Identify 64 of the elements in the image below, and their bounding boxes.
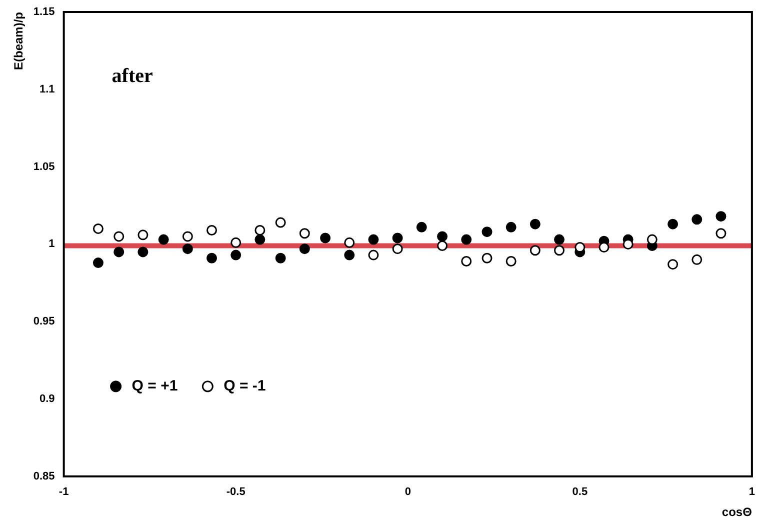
point — [92, 258, 104, 268]
point — [182, 231, 193, 242]
point — [668, 259, 678, 270]
point — [344, 250, 355, 260]
x-tick-label: -1 — [58, 486, 69, 498]
point — [114, 231, 124, 242]
y-tick-label: 0.9 — [40, 393, 55, 406]
legend-label: Q = -1 — [224, 378, 266, 395]
point — [692, 254, 702, 265]
point — [416, 222, 427, 232]
point — [275, 217, 286, 228]
point — [716, 228, 726, 239]
point — [482, 252, 492, 264]
point — [158, 234, 169, 245]
x-axis-title: cosΘ — [722, 505, 752, 520]
point — [437, 240, 448, 251]
point — [254, 225, 266, 236]
point — [299, 228, 310, 239]
point — [482, 226, 492, 238]
point — [114, 246, 124, 258]
point — [506, 222, 516, 232]
y-tick-label: 1 — [48, 238, 55, 250]
point — [230, 250, 242, 260]
point — [368, 250, 379, 260]
point — [299, 244, 310, 254]
y-tick-label: 1.05 — [33, 160, 55, 173]
point — [392, 232, 403, 244]
point — [692, 214, 702, 225]
point — [368, 234, 379, 245]
point — [138, 246, 148, 258]
point — [92, 223, 104, 234]
y-axis-title: E(beam)/p — [12, 12, 26, 70]
y-tick-label: 1.15 — [33, 6, 55, 18]
point — [275, 252, 286, 264]
point — [530, 245, 540, 256]
x-tick-label: 1 — [748, 486, 756, 498]
x-tick-label: 0.5 — [572, 486, 588, 498]
point — [716, 211, 726, 222]
point — [554, 245, 565, 256]
point — [392, 244, 403, 254]
legend-label: Q = +1 — [132, 378, 178, 395]
x-tick-label: -0.5 — [226, 486, 246, 498]
annotation: after — [112, 65, 154, 87]
y-tick-label: 0.85 — [33, 470, 55, 482]
point — [530, 218, 540, 230]
point — [668, 218, 678, 230]
point — [461, 256, 472, 266]
x-tick-label: 0 — [404, 486, 411, 498]
point — [506, 256, 516, 266]
point — [254, 234, 266, 245]
point — [344, 237, 355, 248]
point — [461, 234, 472, 245]
point — [206, 225, 218, 236]
y-tick-label: 1.1 — [40, 83, 55, 96]
point — [138, 230, 148, 240]
point — [230, 237, 242, 248]
point — [206, 252, 218, 264]
point — [320, 232, 331, 244]
point — [598, 242, 610, 253]
point — [182, 244, 193, 254]
point — [437, 231, 448, 242]
y-tick-label: 0.95 — [33, 316, 55, 328]
point — [646, 234, 658, 245]
point — [554, 234, 565, 245]
